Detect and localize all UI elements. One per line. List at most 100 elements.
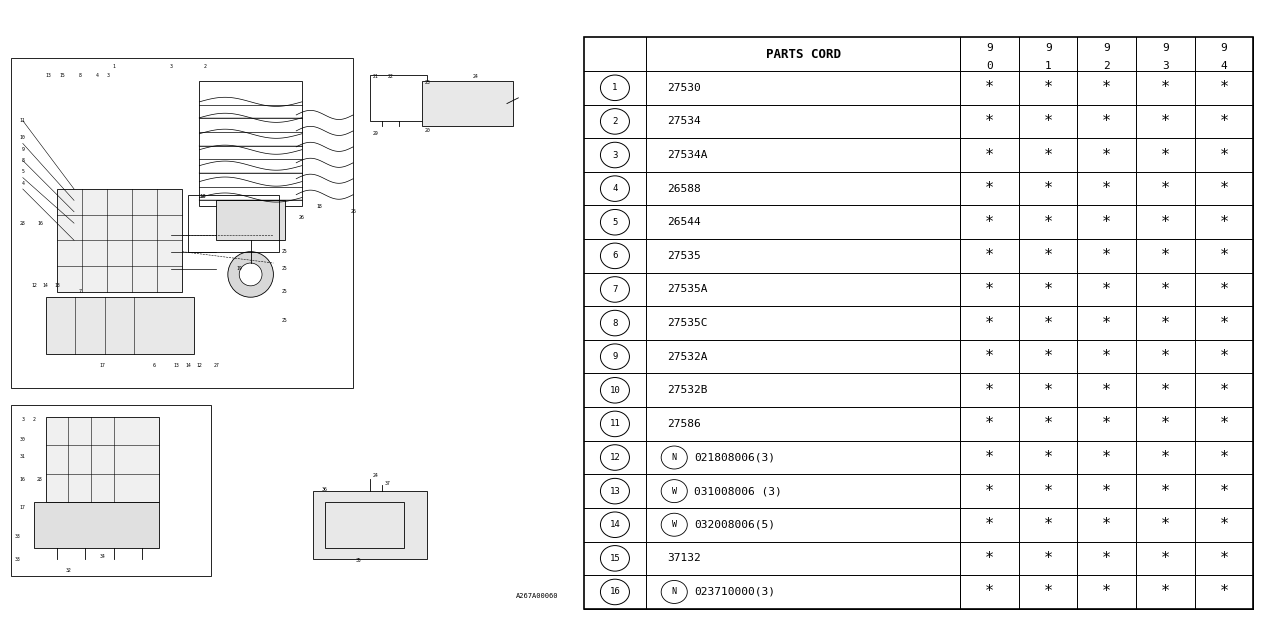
Text: 16: 16 [20,477,26,482]
Text: *: * [986,584,995,600]
Text: *: * [1043,80,1052,95]
Text: 4: 4 [22,180,24,186]
Text: *: * [986,147,995,163]
Text: 4: 4 [612,184,618,193]
Text: 11: 11 [609,419,621,428]
Text: *: * [1161,147,1170,163]
Circle shape [600,310,630,336]
Circle shape [662,513,687,536]
Text: 2: 2 [33,417,36,422]
Text: *: * [1220,383,1229,398]
Circle shape [600,75,630,100]
Text: *: * [1161,248,1170,263]
Circle shape [662,580,687,604]
Text: 0: 0 [986,61,993,72]
Text: *: * [1043,551,1052,566]
Text: 12: 12 [609,453,621,462]
Circle shape [600,276,630,302]
Text: *: * [986,181,995,196]
Text: *: * [1102,248,1111,263]
Text: *: * [986,450,995,465]
Text: 24: 24 [372,472,379,477]
Text: 30: 30 [20,437,26,442]
Text: *: * [1043,147,1052,163]
Text: *: * [986,383,995,398]
Text: 1: 1 [113,64,115,69]
Text: 20: 20 [425,128,430,133]
Text: *: * [1161,114,1170,129]
Text: *: * [1161,316,1170,331]
Text: *: * [1161,584,1170,600]
Text: *: * [1161,417,1170,431]
Text: A267A00060: A267A00060 [516,593,558,599]
Text: 27535C: 27535C [667,318,708,328]
Text: 13: 13 [174,363,179,368]
Text: 11: 11 [20,118,26,123]
Text: 2: 2 [1103,61,1110,72]
Text: 15: 15 [60,72,65,77]
Bar [188,195,279,252]
Text: 15: 15 [609,554,621,563]
Text: 7: 7 [78,289,81,294]
Circle shape [600,411,630,436]
Bar [58,189,182,291]
Text: 27586: 27586 [667,419,701,429]
Text: 14: 14 [186,363,191,368]
Text: 9: 9 [1162,43,1169,53]
Text: *: * [1102,349,1111,364]
Text: 23: 23 [425,79,430,84]
Bar [12,58,353,388]
Circle shape [600,142,630,168]
Text: *: * [986,282,995,297]
Circle shape [662,479,687,502]
Text: *: * [1043,282,1052,297]
Text: *: * [1043,584,1052,600]
Text: *: * [1102,584,1111,600]
Bar [46,417,160,502]
Text: *: * [1220,147,1229,163]
Text: 9: 9 [1221,43,1228,53]
Text: *: * [1043,517,1052,532]
Text: *: * [1220,349,1229,364]
Text: 9: 9 [1103,43,1110,53]
Text: *: * [986,417,995,431]
Text: 27530: 27530 [667,83,701,93]
Text: 6: 6 [612,252,618,260]
Text: *: * [1161,80,1170,95]
Text: *: * [986,551,995,566]
Text: 26: 26 [351,209,356,214]
Circle shape [600,478,630,504]
Text: *: * [986,349,995,364]
Bar [325,502,404,548]
Text: *: * [1220,114,1229,129]
Text: 9: 9 [612,352,618,361]
Text: *: * [1220,484,1229,499]
Text: 21: 21 [372,74,379,79]
Text: 27: 27 [214,363,219,368]
Bar [200,81,302,206]
Text: *: * [1220,282,1229,297]
Text: 13: 13 [54,284,60,289]
Text: 3: 3 [22,417,24,422]
Text: *: * [1220,80,1229,95]
Text: *: * [1161,484,1170,499]
Text: 26588: 26588 [667,184,701,194]
Text: *: * [1102,383,1111,398]
Text: 18: 18 [200,193,206,198]
Text: *: * [1220,584,1229,600]
Text: *: * [986,517,995,532]
Circle shape [239,263,262,286]
Text: 16: 16 [609,588,621,596]
Text: 27535: 27535 [667,251,701,261]
Text: W: W [672,520,677,529]
Text: *: * [1102,484,1111,499]
Circle shape [662,446,687,469]
Text: *: * [1102,450,1111,465]
Text: 29: 29 [372,131,379,136]
Text: 34: 34 [100,554,105,559]
Circle shape [600,445,630,470]
Text: 13: 13 [609,486,621,495]
Circle shape [600,545,630,571]
Text: *: * [1102,316,1111,331]
Text: *: * [1220,215,1229,230]
